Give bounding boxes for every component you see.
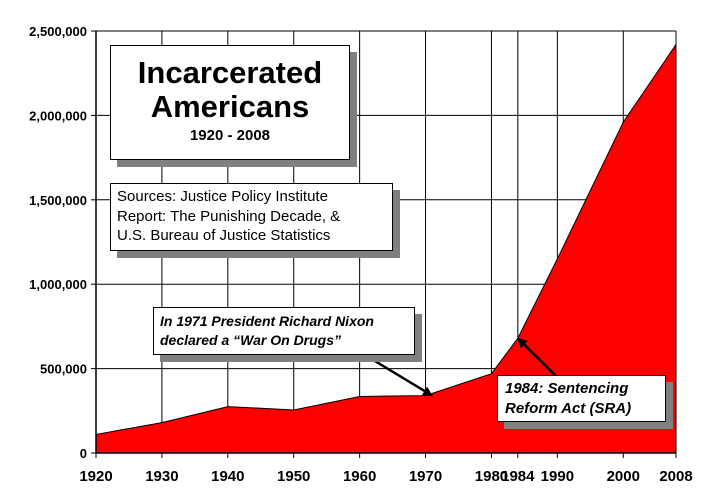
- data-point: [227, 406, 229, 408]
- x-tick-label: 1920: [79, 468, 112, 485]
- nixon-arrow: [369, 356, 433, 397]
- y-tick-label: 500,000: [40, 362, 87, 377]
- sra-annotation: 1984: Sentencing Reform Act (SRA): [497, 375, 666, 422]
- data-point: [622, 121, 624, 123]
- nixon-annotation-line: In 1971 President Richard Nixon: [160, 313, 374, 329]
- x-tick-label: 2008: [659, 468, 692, 485]
- annotation-arrows: [369, 337, 557, 397]
- y-tick-label: 2,000,000: [29, 108, 87, 123]
- data-point: [675, 44, 677, 46]
- x-tick-label: 2000: [607, 468, 640, 485]
- y-tick-label: 1,500,000: [29, 193, 87, 208]
- chart-title: Incarcerated Americans: [137, 55, 323, 124]
- data-point: [425, 395, 427, 397]
- title-box: Incarcerated Americans 1920 - 2008: [110, 45, 350, 160]
- sources-line: Report: The Punishing Decade, &: [117, 207, 341, 225]
- y-axis-ticks: 0 500,000 1,000,000 1,500,000 2,000,000 2,500…: [29, 24, 96, 461]
- nixon-annotation: In 1971 President Richard Nixon declared…: [153, 307, 415, 355]
- y-tick-label: 1,000,000: [29, 277, 87, 292]
- sources-line: U.S. Bureau of Justice Statistics: [117, 227, 331, 244]
- data-point: [161, 422, 163, 424]
- sra-arrow: [516, 337, 557, 377]
- nixon-annotation-line: declared a “War On Drugs”: [160, 332, 342, 348]
- data-point: [490, 373, 492, 375]
- sra-annotation-line: 1984: Sentencing: [505, 380, 629, 397]
- axes: [95, 31, 676, 454]
- chart-subtitle: 1920 - 2008: [189, 127, 271, 144]
- data-point: [293, 409, 295, 411]
- y-tick-label: 0: [80, 446, 87, 461]
- x-tick-label: 1970: [409, 468, 442, 485]
- sources-box: Sources: Justice Policy Institute Report…: [110, 183, 393, 251]
- x-tick-label: 1960: [343, 468, 376, 485]
- x-tick-label: 1990: [541, 468, 574, 485]
- x-tick-label: 1980: [475, 468, 508, 485]
- x-tick-label: 1940: [211, 468, 244, 485]
- y-tick-label: 2,500,000: [29, 24, 87, 39]
- x-tick-label: 1950: [277, 468, 310, 485]
- data-point: [556, 258, 558, 260]
- sources-line: Sources: Justice Policy Institute: [117, 188, 328, 205]
- x-tick-label: 1984: [501, 468, 535, 485]
- x-tick-label: 1930: [145, 468, 178, 485]
- sra-annotation-line: Reform Act (SRA): [505, 400, 632, 417]
- data-point: [359, 395, 361, 397]
